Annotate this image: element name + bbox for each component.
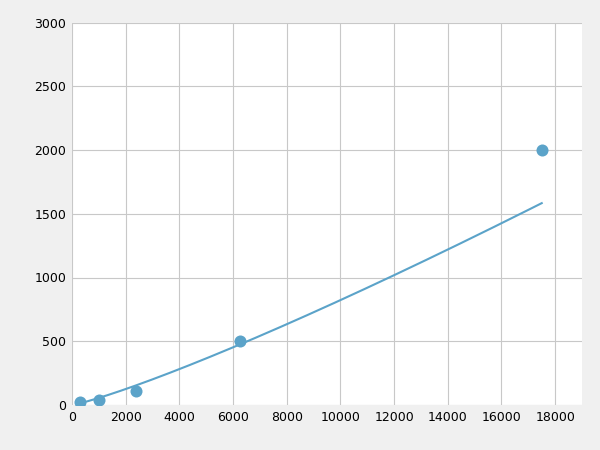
Point <box>131 387 141 395</box>
Point <box>75 399 85 406</box>
Point <box>537 146 547 153</box>
Point <box>94 396 104 404</box>
Point <box>235 338 245 345</box>
